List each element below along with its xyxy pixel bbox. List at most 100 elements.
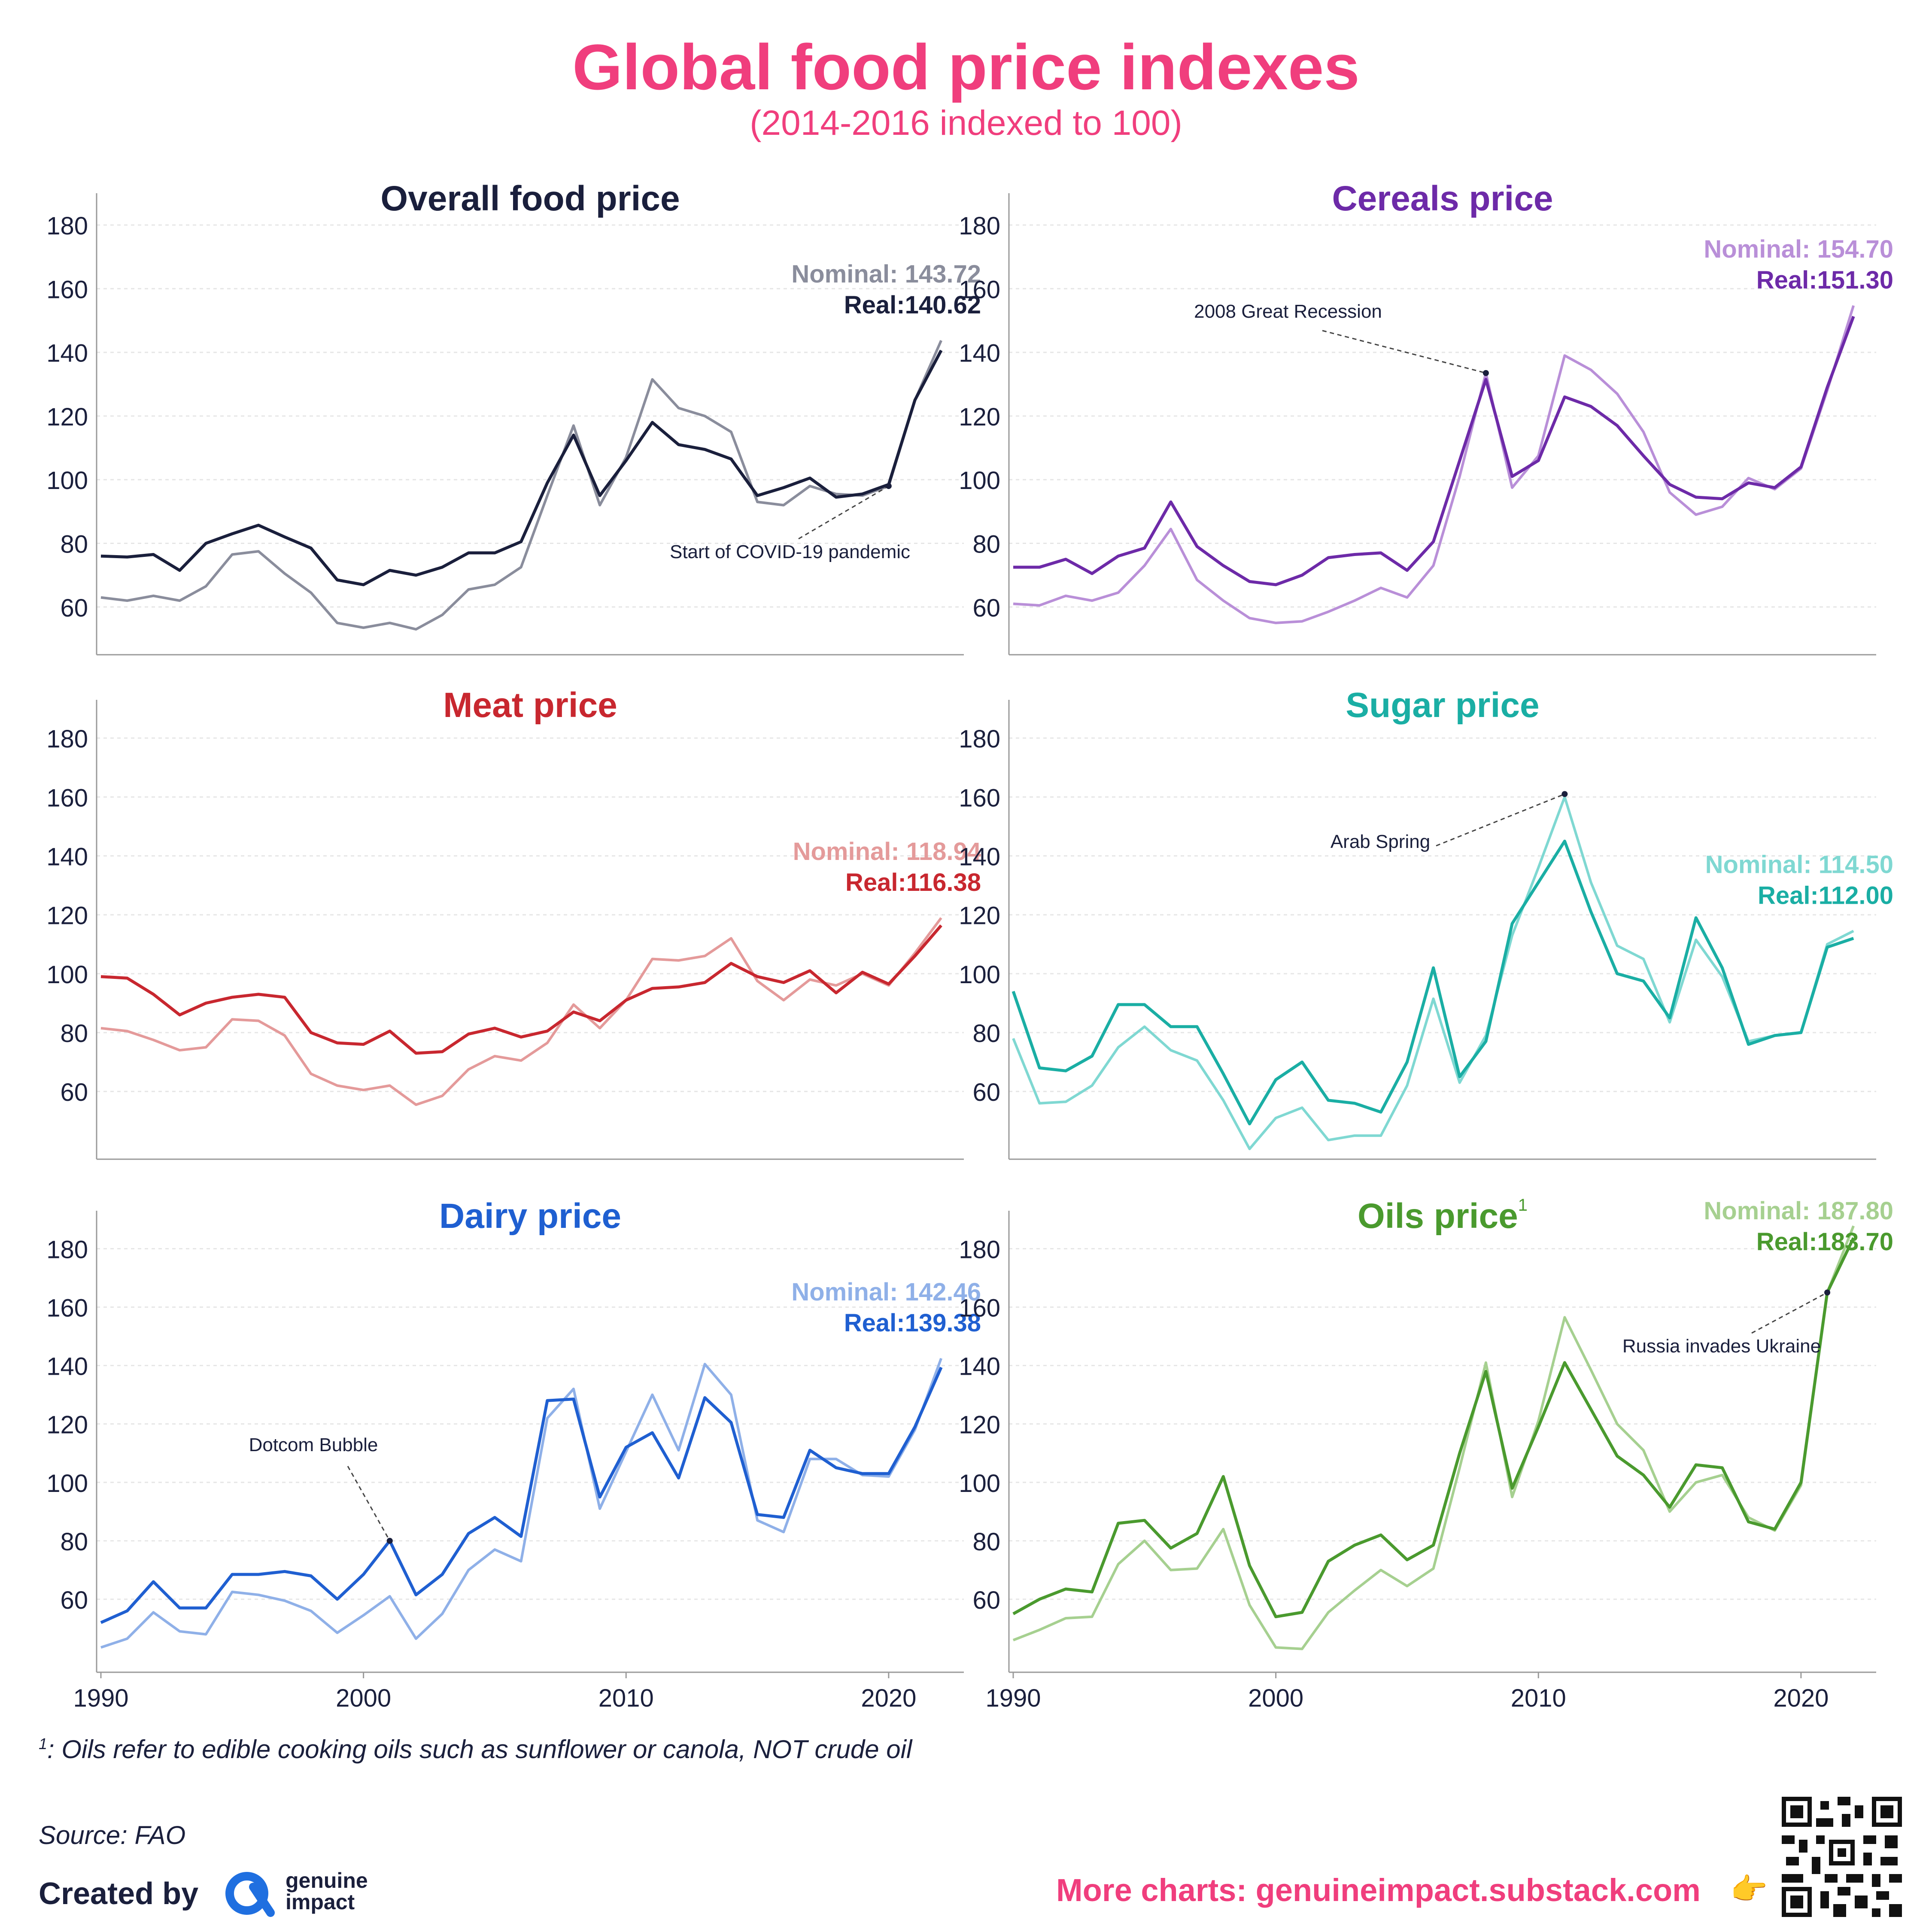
overall-annotation-dot	[885, 483, 892, 489]
overall-real-end-label: Real:140.62	[844, 291, 981, 319]
sugar-chart-title: Sugar price	[1346, 686, 1539, 725]
dairy-ytick-label: 60	[60, 1586, 88, 1614]
dairy-annotation-text: Dotcom Bubble	[249, 1434, 378, 1455]
logo-line2: impact	[286, 1890, 355, 1914]
sugar-ytick-label: 160	[959, 784, 1000, 812]
cereals-ytick-label: 140	[959, 340, 1000, 368]
dairy-real-line	[100, 1367, 943, 1624]
sugar-ytick-label: 80	[972, 1020, 1000, 1048]
dairy-real-end-label: Real:139.38	[844, 1309, 981, 1337]
more-charts-link[interactable]: More charts: genuineimpact.substack.com	[1056, 1872, 1701, 1908]
cereals-real-line	[1013, 316, 1855, 586]
page-subtitle: (2014-2016 indexed to 100)	[750, 103, 1182, 143]
meat-nominal-end-label: Nominal: 118.94	[793, 838, 981, 866]
oils-ytick-label: 160	[959, 1294, 1000, 1322]
cereals-annotation-text: 2008 Great Recession	[1194, 301, 1382, 322]
overall-chart-title: Overall food price	[380, 179, 680, 218]
logo-text: genuine impact	[286, 1870, 368, 1913]
footnote-text: : Oils refer to edible cooking oils such…	[47, 1735, 912, 1764]
meat-title-text: Meat price	[443, 686, 617, 725]
cereals-ytick-label: 60	[972, 594, 1000, 622]
oils-xtick-label: 2000	[1248, 1684, 1303, 1712]
meat-ytick-label: 140	[46, 843, 88, 871]
overall-chart: 60 80 100 120 140 160 180 Overall food price Nom…	[46, 179, 981, 656]
oils-ytick-label: 140	[959, 1353, 1000, 1381]
overall-annotation-line	[798, 485, 889, 540]
overall-nominal-end-label: Nominal: 143.72	[791, 260, 981, 288]
oils-ytick-label: 180	[959, 1236, 1000, 1264]
dairy-xtick-label: 2010	[598, 1684, 654, 1712]
overall-ytick-label: 100	[46, 467, 88, 495]
dairy-annotation-dot	[386, 1537, 393, 1544]
overall-ytick-label: 160	[46, 276, 88, 304]
overall-ytick-label: 140	[46, 340, 88, 368]
sugar-ytick-label: 180	[959, 725, 1000, 753]
dairy-chart: 60 80 100 120 140 160 180 1990 2000 2010 2020 Dairy…	[46, 1197, 981, 1712]
cereals-real-end-label: Real:151.30	[1756, 266, 1893, 294]
cereals-nominal-line	[1013, 305, 1855, 624]
sugar-annotation-dot	[1561, 791, 1568, 797]
overall-ytick-label: 120	[46, 403, 88, 431]
meat-chart-title: Meat price	[443, 686, 617, 725]
sugar-real-line	[1012, 839, 1854, 1126]
cereals-chart: 60 80 100 120 140 160 180 Cereals price Nominal:…	[959, 179, 1893, 656]
oils-real-line	[1012, 1237, 1855, 1619]
sugar-nominal-line	[1012, 796, 1854, 1150]
dairy-nominal-end-label: Nominal: 142.46	[791, 1278, 981, 1306]
genuine-impact-logo-icon	[225, 1872, 275, 1917]
dairy-ytick-label: 180	[46, 1236, 88, 1264]
cereals-annotation-dot	[1482, 370, 1489, 376]
sugar-ytick-label: 100	[959, 961, 1000, 989]
overall-nominal-line	[100, 340, 942, 631]
oils-nominal-end-label: Nominal: 187.80	[1704, 1197, 1893, 1225]
sugar-annotation-line	[1436, 793, 1565, 847]
cereals-title-text: Cereals price	[1332, 179, 1553, 218]
dairy-title-text: Dairy price	[439, 1197, 621, 1236]
dairy-annotation-line	[347, 1466, 391, 1541]
cereals-ytick-label: 120	[959, 403, 1000, 431]
cereals-ytick-label: 80	[972, 531, 1000, 559]
meat-ytick-label: 100	[46, 961, 88, 989]
cereals-ytick-label: 180	[959, 212, 1000, 240]
overall-ytick-label: 80	[60, 531, 88, 559]
dairy-ytick-label: 100	[46, 1470, 88, 1498]
sugar-chart: 60 80 100 120 140 160 180 Sugar price Nominal: 1…	[959, 686, 1893, 1160]
created-by-label: Created by	[39, 1877, 199, 1911]
oils-ytick-label: 120	[959, 1411, 1000, 1439]
overall-annotation-text: Start of COVID-19 pandemic	[670, 541, 910, 562]
sugar-ytick-label: 60	[972, 1078, 1000, 1106]
meat-ytick-label: 60	[60, 1078, 88, 1106]
overall-title-text: Overall food price	[380, 179, 680, 218]
oils-nominal-line	[1012, 1225, 1855, 1650]
oils-xtick-label: 2010	[1511, 1684, 1566, 1712]
meat-ytick-label: 160	[46, 784, 88, 812]
dairy-ytick-label: 120	[46, 1411, 88, 1439]
oils-xtick-label: 1990	[985, 1684, 1041, 1712]
oils-ytick-label: 100	[959, 1470, 1000, 1498]
dairy-xtick-label: 2000	[336, 1684, 391, 1712]
footnote: 1: Oils refer to edible cooking oils suc…	[39, 1735, 912, 1764]
meat-chart: 60 80 100 120 140 160 180 Meat price Nominal: 11…	[46, 686, 981, 1160]
sugar-nominal-end-label: Nominal: 114.50	[1705, 851, 1893, 878]
oils-ytick-label: 80	[972, 1528, 1000, 1556]
cereals-annotation-line	[1322, 330, 1486, 374]
oils-title-mark: 1	[1518, 1196, 1528, 1215]
overall-real-line	[100, 349, 943, 586]
dairy-xtick-label: 1990	[73, 1684, 128, 1712]
cereals-ytick-label: 100	[959, 467, 1000, 495]
dairy-ytick-label: 160	[46, 1294, 88, 1322]
dairy-chart-title: Dairy price	[439, 1197, 621, 1236]
dairy-nominal-line	[100, 1358, 943, 1649]
meat-real-end-label: Real:116.38	[845, 869, 981, 896]
oils-annotation-line	[1751, 1292, 1828, 1334]
qr-code-icon	[1782, 1797, 1902, 1917]
page-title: Global food price indexes	[572, 31, 1360, 103]
sugar-ytick-label: 120	[959, 902, 1000, 930]
cereals-chart-title: Cereals price	[1332, 179, 1553, 218]
dairy-ytick-label: 140	[46, 1353, 88, 1381]
meat-real-line	[100, 924, 942, 1055]
cereals-ytick-label: 160	[959, 276, 1000, 304]
meat-ytick-label: 120	[46, 902, 88, 930]
oils-annotation-text: Russia invades Ukraine	[1622, 1336, 1821, 1357]
